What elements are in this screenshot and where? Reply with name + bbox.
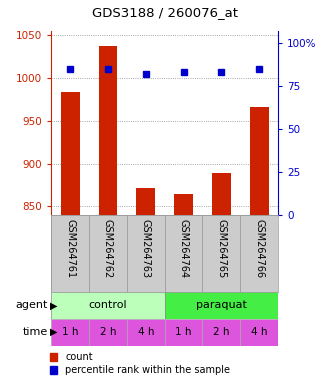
Text: paraquat: paraquat [196,300,247,310]
Text: 2 h: 2 h [213,327,230,337]
Text: time: time [23,327,48,337]
FancyBboxPatch shape [240,319,278,346]
Text: 4 h: 4 h [251,327,267,337]
FancyBboxPatch shape [240,215,278,292]
Bar [61,92,80,215]
Text: GSM264761: GSM264761 [65,219,75,278]
FancyBboxPatch shape [51,292,165,319]
Text: ▶: ▶ [50,327,57,337]
Legend: count, percentile rank within the sample: count, percentile rank within the sample [50,353,230,375]
FancyBboxPatch shape [89,215,127,292]
FancyBboxPatch shape [51,319,89,346]
FancyBboxPatch shape [127,215,165,292]
Bar [99,46,118,215]
FancyBboxPatch shape [89,319,127,346]
FancyBboxPatch shape [203,215,240,292]
Bar [212,173,231,215]
Text: agent: agent [16,300,48,310]
Text: GSM264764: GSM264764 [178,219,189,278]
Text: 1 h: 1 h [175,327,192,337]
Text: 2 h: 2 h [100,327,116,337]
Text: ▶: ▶ [50,300,57,310]
FancyBboxPatch shape [165,292,278,319]
FancyBboxPatch shape [203,319,240,346]
FancyBboxPatch shape [165,215,203,292]
Text: 4 h: 4 h [137,327,154,337]
Text: GSM264763: GSM264763 [141,219,151,278]
Bar [250,107,268,215]
Bar [174,194,193,215]
Text: GSM264766: GSM264766 [254,219,264,278]
Text: GSM264765: GSM264765 [216,219,226,278]
Text: control: control [89,300,127,310]
Text: GDS3188 / 260076_at: GDS3188 / 260076_at [92,6,239,19]
FancyBboxPatch shape [51,215,89,292]
FancyBboxPatch shape [165,319,203,346]
Text: GSM264762: GSM264762 [103,219,113,278]
Bar [136,188,155,215]
Text: 1 h: 1 h [62,327,78,337]
FancyBboxPatch shape [127,319,165,346]
